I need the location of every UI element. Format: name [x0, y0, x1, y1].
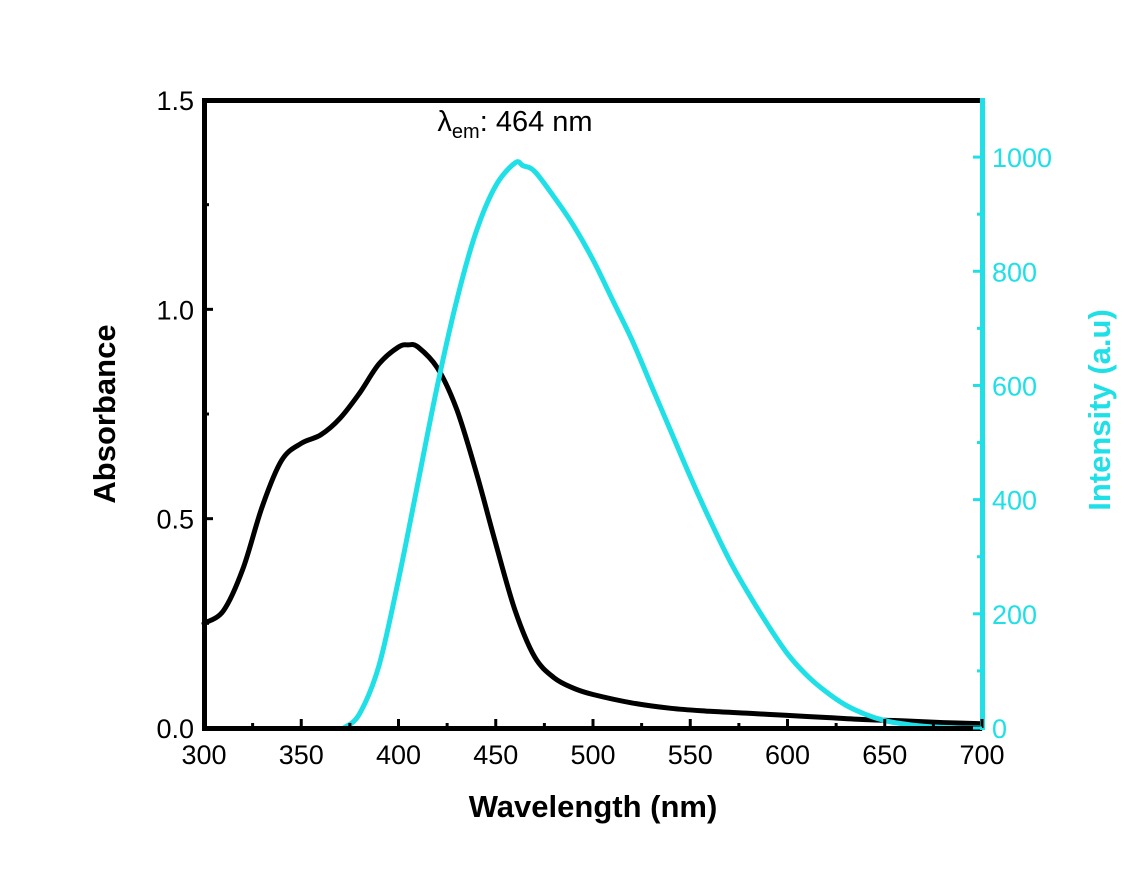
annotation-subscript: em: [452, 121, 480, 143]
right-y-tick-label: 600: [992, 371, 1037, 401]
annotation-symbol: λ: [437, 106, 452, 138]
left-y-axis-ticks: 0.0 0.5 1.0 1.5: [156, 86, 213, 744]
x-tick-label: 650: [862, 740, 907, 770]
right-y-tick-label: 0: [992, 714, 1007, 744]
right-y-axis-ticks: 0 200 400 600 800 1000: [973, 143, 1052, 744]
right-y-tick-label: 400: [992, 486, 1037, 516]
bottom-axis-line: [202, 726, 982, 731]
emission-peak-annotation: λem: 464 nm: [437, 106, 592, 143]
x-tick-label: 450: [473, 740, 518, 770]
left-y-axis-title: Absorbance: [87, 324, 122, 503]
right-y-axis-title: Intensity (a.u): [1082, 309, 1117, 511]
right-y-tick-label: 800: [992, 257, 1037, 287]
x-tick-label: 500: [570, 740, 615, 770]
right-y-tick-label: 1000: [992, 143, 1052, 173]
x-tick-label: 700: [959, 740, 1004, 770]
x-tick-label: 300: [181, 740, 226, 770]
annotation-text: : 464 nm: [480, 106, 593, 138]
x-tick-label: 550: [668, 740, 713, 770]
x-tick-label: 600: [765, 740, 810, 770]
left-y-tick-label: 1.5: [156, 86, 194, 116]
plot-area: [201, 159, 985, 731]
x-axis-title: Wavelength (nm): [469, 789, 718, 824]
x-tick-label: 400: [376, 740, 421, 770]
right-axis-line: [980, 98, 985, 730]
plot-frame-top: [204, 98, 982, 103]
right-y-tick-label: 200: [992, 600, 1037, 630]
x-tick-label: 350: [279, 740, 324, 770]
emission-series-line: [341, 159, 985, 731]
absorbance-series-line: [201, 342, 985, 727]
left-y-tick-label: 0.5: [156, 505, 194, 535]
x-axis-ticks: 300 350 400 450 500 550 600 650 700: [181, 719, 1005, 770]
left-y-tick-label: 1.0: [156, 295, 194, 325]
left-y-tick-label: 0.0: [156, 714, 194, 744]
